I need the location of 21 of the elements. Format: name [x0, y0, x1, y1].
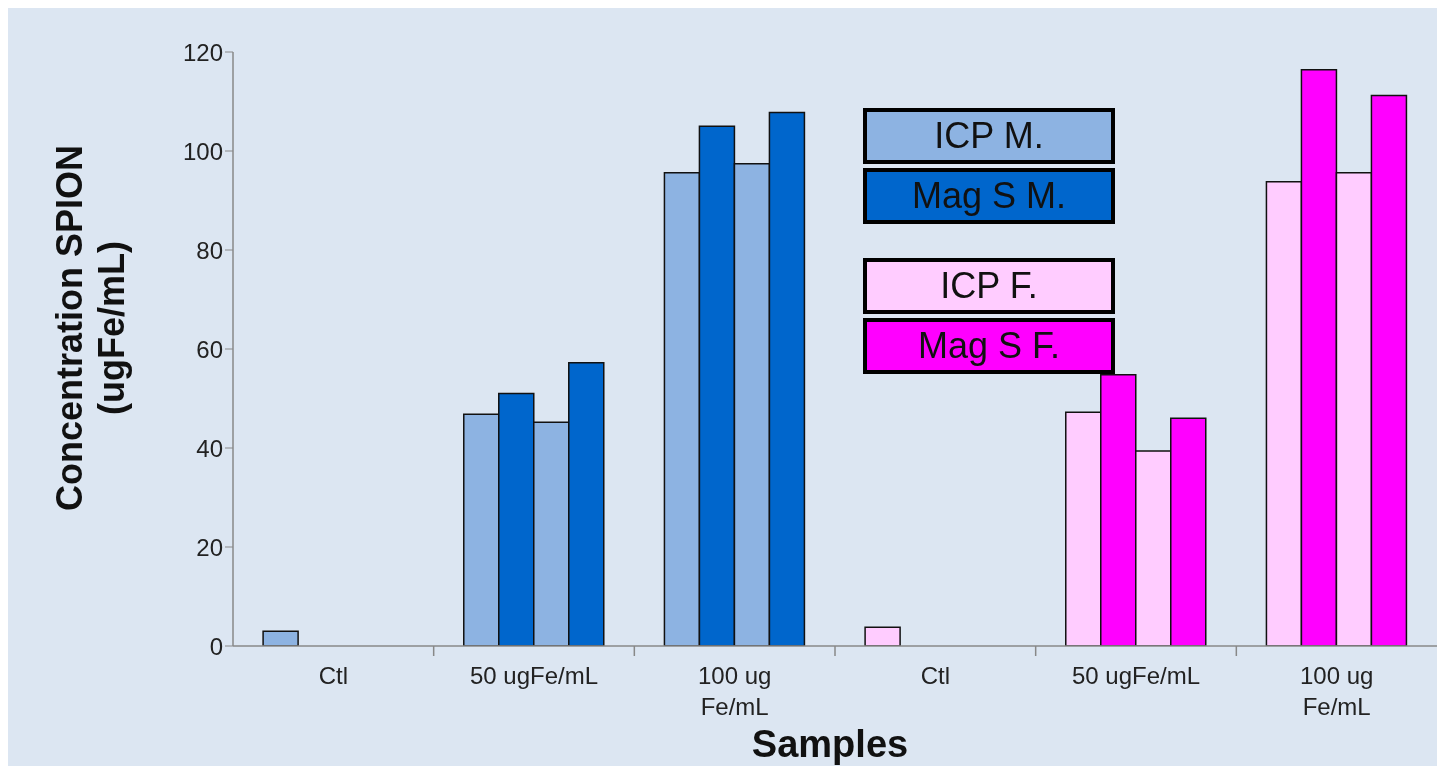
x-tick-label: Ctl — [920, 662, 951, 689]
y-tick-label: 120 — [182, 38, 223, 66]
x-tick-label: 50 ugFe/mL — [1071, 662, 1201, 689]
y-tick-label: 80 — [196, 236, 223, 264]
text: ICP M. — [863, 108, 1115, 164]
y-tick-label: 40 — [196, 434, 223, 462]
y-axis-title: Concentration SPION (ugFe/mL) — [49, 144, 132, 512]
x-tick-label: 100 ug Fe/mL — [1299, 662, 1374, 720]
y-tick-label: 100 — [182, 137, 223, 165]
y-tick-label: 20 — [196, 533, 223, 561]
series-label: Mag S F. — [863, 318, 1115, 374]
x-tick-label: 100 ug Fe/mL — [697, 662, 772, 720]
y-tick-label: 0 — [209, 632, 223, 660]
text: Mag S M. — [863, 168, 1115, 224]
y-tick-label: 60 — [196, 335, 223, 363]
x-tick-label: 50 ugFe/mL — [469, 662, 599, 689]
bar — [262, 630, 299, 646]
bar — [864, 626, 901, 646]
x-tick-label: Ctl — [318, 662, 349, 689]
x-axis-title: Samples — [751, 723, 909, 766]
text: ICP F. — [863, 258, 1115, 314]
